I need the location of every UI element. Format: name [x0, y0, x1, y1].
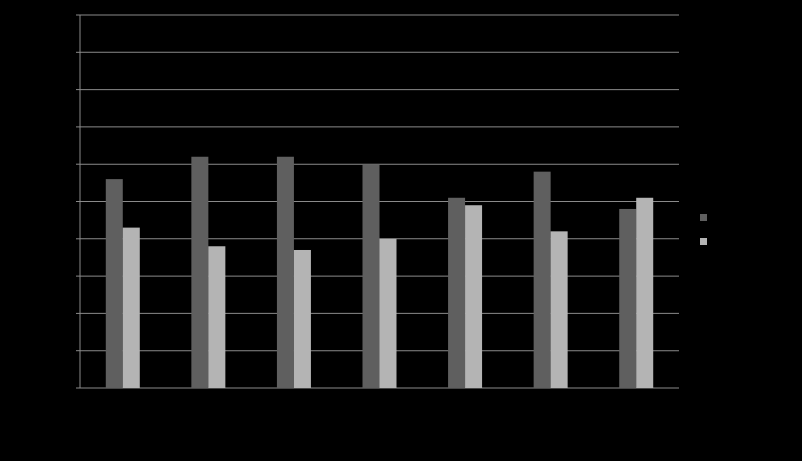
bar — [208, 246, 226, 388]
legend-swatch — [700, 238, 707, 245]
bar — [105, 179, 123, 388]
bar — [276, 156, 294, 388]
bar — [379, 238, 397, 388]
bar — [533, 171, 551, 388]
bar — [448, 197, 466, 388]
bar — [362, 164, 380, 388]
bar — [619, 208, 637, 388]
bar — [465, 205, 483, 388]
bar — [191, 156, 209, 388]
bar — [293, 249, 311, 388]
bar — [122, 227, 140, 388]
bar — [550, 231, 568, 388]
legend-swatch — [700, 214, 707, 221]
bar — [636, 197, 654, 388]
